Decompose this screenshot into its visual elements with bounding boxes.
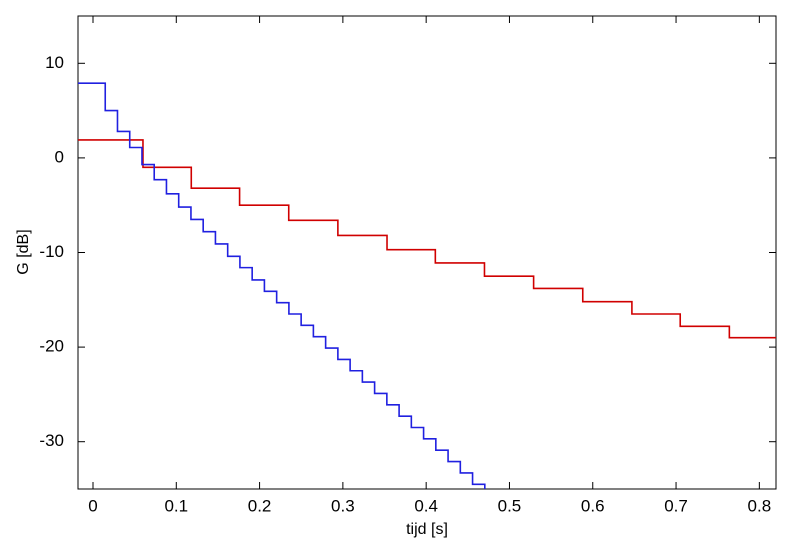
x-tick-label: 0 <box>88 496 97 515</box>
step-line <box>78 139 776 339</box>
y-tick-label: -20 <box>39 337 64 356</box>
step-line <box>78 82 486 489</box>
x-tick-label: 0.5 <box>498 496 522 515</box>
x-tick-label: 0.1 <box>164 496 188 515</box>
y-tick-label: -10 <box>39 242 64 261</box>
x-tick-label: 0.6 <box>581 496 605 515</box>
y-axis-label: G [dB] <box>15 229 32 274</box>
y-tick-label: 10 <box>45 53 64 72</box>
x-tick-label: 0.2 <box>248 496 272 515</box>
x-tick-label: 0.3 <box>331 496 355 515</box>
x-tick-label: 0.4 <box>414 496 438 515</box>
x-axis-label: tijd [s] <box>406 521 448 538</box>
y-tick-label: -30 <box>39 431 64 450</box>
y-tick-label: 0 <box>55 147 64 166</box>
plot-area <box>78 82 776 489</box>
x-tick-label: 0.7 <box>664 496 688 515</box>
x-tick-label: 0.8 <box>748 496 772 515</box>
